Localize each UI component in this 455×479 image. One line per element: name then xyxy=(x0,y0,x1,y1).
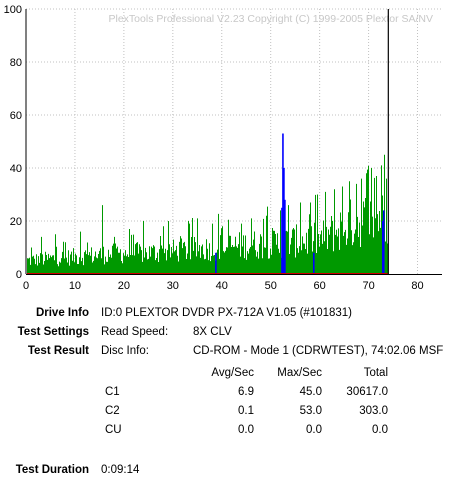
x-tick-label: 70 xyxy=(362,280,374,292)
header-total: Total xyxy=(363,367,388,379)
test-duration-label: Test Duration xyxy=(15,464,89,476)
drive-info-label: Drive Info xyxy=(35,307,89,319)
y-tick-label: 80 xyxy=(10,57,22,69)
y-tick-label: 20 xyxy=(10,216,22,228)
x-tick-label: 60 xyxy=(314,280,326,292)
test-settings-label: Test Settings xyxy=(17,326,89,338)
row-c1-name: C1 xyxy=(105,386,120,398)
read-speed-label: Read Speed: xyxy=(101,326,169,338)
row-cu-total: 0.0 xyxy=(372,424,388,436)
header-max: Max/Sec xyxy=(277,367,322,379)
drive-info-value: ID:0 PLEXTOR DVDR PX-712A V1.05 (#101831… xyxy=(101,307,353,319)
x-tick-label: 30 xyxy=(167,280,179,292)
tick-labels: 0 20 40 60 80 100 0 10 20 30 40 50 60 70 80 xyxy=(4,4,424,292)
row-c1-total: 30617.0 xyxy=(346,386,388,398)
y-tick-label: 0 xyxy=(16,269,22,281)
test-result-label: Test Result xyxy=(27,345,89,357)
row-cu-max: 0.0 xyxy=(306,424,322,436)
test-duration-value: 0:09:14 xyxy=(101,464,140,476)
disc-info-label: Disc Info: xyxy=(101,345,149,357)
row-c1-avg: 6.9 xyxy=(238,386,254,398)
x-tick-label: 40 xyxy=(216,280,228,292)
row-c2-max: 53.0 xyxy=(299,405,322,417)
chart-title: PlexTools Professional V2.23 Copyright (… xyxy=(109,13,434,25)
x-tick-label: 20 xyxy=(118,280,130,292)
chart-svg: PlexTools Professional V2.23 Copyright (… xyxy=(4,4,442,292)
x-tick-label: 50 xyxy=(265,280,277,292)
row-c2-avg: 0.1 xyxy=(238,405,254,417)
row-cu-name: CU xyxy=(105,424,122,436)
header-avg: Avg/Sec xyxy=(211,367,254,379)
row-cu-avg: 0.0 xyxy=(238,424,254,436)
row-c1-max: 45.0 xyxy=(299,386,322,398)
row-c2-name: C2 xyxy=(105,405,120,417)
row-c2-total: 303.0 xyxy=(359,405,388,417)
disc-info-value: CD-ROM - Mode 1 (CDRWTEST), 74:02.06 MSF xyxy=(193,345,444,357)
y-tick-label: 100 xyxy=(4,4,22,16)
error-rate-chart: PlexTools Professional V2.23 Copyright (… xyxy=(4,4,442,292)
axes xyxy=(25,9,442,275)
x-tick-label: 0 xyxy=(23,280,29,292)
x-tick-label: 10 xyxy=(69,280,81,292)
c2-series xyxy=(27,133,388,274)
read-speed-value: 8X CLV xyxy=(193,326,232,338)
y-tick-label: 60 xyxy=(10,110,22,122)
x-tick-label: 80 xyxy=(411,280,423,292)
y-tick-label: 40 xyxy=(10,163,22,175)
grid xyxy=(26,8,442,274)
